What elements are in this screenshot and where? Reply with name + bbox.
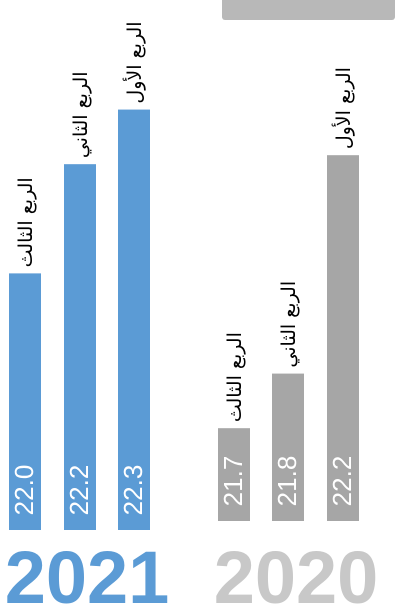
bar: [64, 164, 96, 530]
category-label: الربع الأول: [332, 67, 355, 149]
value-label: 22.0: [9, 465, 39, 516]
value-label: 22.2: [327, 456, 357, 507]
bar: [327, 155, 359, 521]
category-label: الربع الأول: [123, 21, 146, 103]
bar: [118, 109, 150, 530]
value-label: 21.7: [218, 456, 248, 507]
bar: [272, 373, 304, 521]
bar: [218, 428, 250, 521]
year-label: 2021: [5, 536, 170, 608]
bar: [9, 273, 41, 530]
value-label: 22.2: [64, 465, 94, 516]
value-label: 22.3: [118, 465, 148, 516]
year-label: 2020: [214, 536, 379, 608]
category-label: الربع الثاني: [70, 71, 92, 158]
category-label: الربع الثالث: [224, 332, 246, 422]
category-label: الربع الثاني: [278, 281, 300, 368]
category-label: الربع الثالث: [15, 177, 37, 267]
value-label: 21.8: [272, 456, 302, 507]
top-banner-tab: [222, 0, 395, 20]
